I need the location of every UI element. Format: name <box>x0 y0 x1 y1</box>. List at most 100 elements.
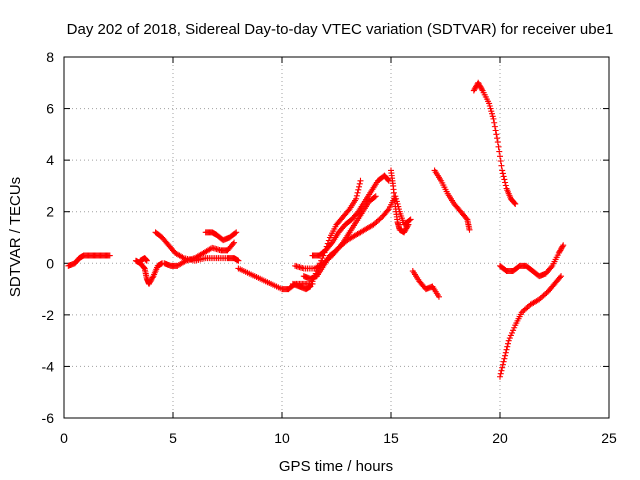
series-pass-16 <box>497 242 567 280</box>
x-tick-label: 20 <box>492 430 508 446</box>
data-point <box>106 252 113 259</box>
data-point <box>405 221 412 228</box>
data-point <box>499 170 506 177</box>
data-point <box>501 176 508 183</box>
x-tick-label: 15 <box>383 430 399 446</box>
data-point <box>487 105 494 112</box>
data-point <box>500 173 507 180</box>
series-pass-14 <box>431 167 473 233</box>
data-point <box>510 327 517 334</box>
data-point <box>345 207 352 214</box>
data-point <box>407 216 414 223</box>
series-pass-12 <box>388 167 412 236</box>
data-point <box>494 135 501 142</box>
data-point <box>503 346 510 353</box>
x-tick-label: 25 <box>601 430 617 446</box>
data-point <box>504 340 511 347</box>
data-point <box>489 113 496 120</box>
data-point <box>499 361 506 368</box>
series-pass-6 <box>202 229 240 244</box>
data-point <box>356 183 363 190</box>
data-point <box>497 153 503 160</box>
x-axis-label: GPS time / hours <box>279 458 393 475</box>
data-point <box>231 239 238 246</box>
y-tick-labels: -6 -4 -2 0 2 4 6 8 <box>42 49 55 426</box>
data-point <box>494 139 501 146</box>
data-point <box>499 364 506 371</box>
data-point <box>232 230 239 237</box>
y-tick-label: -4 <box>42 358 55 374</box>
data-point <box>502 182 509 189</box>
series-pass-8 <box>289 177 364 293</box>
data-point <box>501 355 508 362</box>
data-point <box>497 158 504 165</box>
data-point <box>560 242 567 249</box>
y-tick-label: 6 <box>46 101 54 117</box>
series-pass-4 <box>152 229 242 264</box>
y-axis-label: SDTVAR / TECUs <box>7 177 24 297</box>
data-point <box>489 110 496 117</box>
data-point <box>558 273 565 280</box>
data-point <box>548 264 555 271</box>
data-point <box>492 127 499 134</box>
data-point <box>496 148 503 155</box>
data-point <box>498 367 505 374</box>
x-tick-label: 10 <box>274 430 290 446</box>
data-point <box>308 280 315 287</box>
data-point <box>486 100 493 107</box>
y-tick-label: 2 <box>46 204 54 220</box>
data-point <box>502 352 509 359</box>
x-tick-labels: 0 5 10 15 20 25 <box>60 430 617 446</box>
data-point <box>500 358 507 365</box>
data-point <box>357 177 364 184</box>
data-point <box>495 143 502 150</box>
data-point <box>504 343 511 350</box>
data-point <box>488 108 495 115</box>
data-point <box>355 186 362 193</box>
data-point <box>372 193 379 200</box>
y-tick-label: 8 <box>46 49 54 65</box>
data-point <box>356 180 363 187</box>
y-tick-label: 0 <box>46 255 54 271</box>
data-point <box>384 207 391 214</box>
y-tick-label: 4 <box>46 152 54 168</box>
series-pass-10 <box>309 172 392 259</box>
data-point <box>143 257 150 264</box>
data-point <box>498 162 505 169</box>
data-point <box>556 274 563 281</box>
series-pass-17 <box>497 273 565 380</box>
y-tick-label: -6 <box>42 410 55 426</box>
chart-title: Day 202 of 2018, Sidereal Day-to-day VTE… <box>67 21 614 38</box>
data-point <box>149 274 156 281</box>
data-points <box>65 79 567 380</box>
data-point <box>497 370 504 377</box>
x-tick-label: 5 <box>169 430 177 446</box>
series-pass-13 <box>409 268 442 300</box>
axis-ticks <box>63 56 610 419</box>
series-pass-15 <box>470 79 519 207</box>
data-point <box>502 349 509 356</box>
data-point <box>511 200 518 207</box>
data-point <box>354 189 361 196</box>
series-pass-1 <box>65 252 113 269</box>
data-point <box>371 194 378 201</box>
grid <box>64 57 609 418</box>
data-point <box>328 240 335 247</box>
data-point <box>511 324 518 331</box>
data-point <box>491 119 498 126</box>
data-point <box>559 243 566 250</box>
data-point <box>229 240 236 247</box>
data-point <box>507 332 514 339</box>
data-point <box>140 264 147 271</box>
data-point <box>508 329 515 336</box>
data-point <box>233 229 240 236</box>
data-point <box>354 210 361 217</box>
data-point <box>353 192 360 199</box>
data-point <box>490 115 497 122</box>
series-pass-2 <box>132 257 166 287</box>
series-pass-5 <box>161 239 238 269</box>
series-pass-11 <box>292 193 414 272</box>
plot-frame <box>63 56 610 419</box>
data-point <box>486 102 493 109</box>
